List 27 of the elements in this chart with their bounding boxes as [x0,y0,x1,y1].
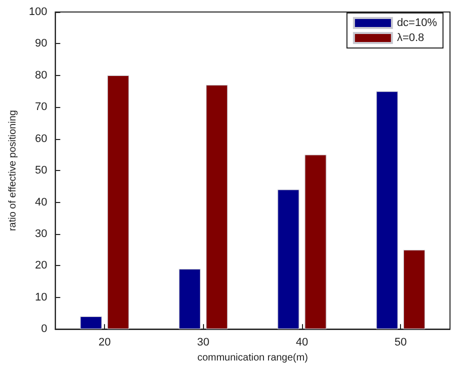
bar [403,250,426,330]
y-tick-label: 30 [35,228,48,240]
y-tick-label: 50 [35,164,48,177]
y-tick-label: 40 [35,196,48,208]
x-tick-label: 40 [296,336,308,349]
bar [278,190,300,330]
legend-label: dc=10% [396,17,438,29]
bar [206,84,228,330]
y-tick-label: 70 [35,101,48,114]
bar [107,75,130,330]
y-tick-label: 10 [35,291,48,304]
x-axis-title: communication range(m) [197,352,308,364]
y-tick-label: 100 [28,6,48,18]
bar [80,316,102,330]
x-tick-label: 50 [394,336,407,349]
bar [178,268,201,330]
x-tick-label: 20 [98,336,111,349]
y-tick-label: 20 [35,260,48,272]
bar [376,91,398,330]
bar [304,154,326,330]
legend-label: λ=0.8 [396,32,424,44]
x-tick-label: 30 [197,336,210,349]
y-axis-title: ratio of effective positioning [8,110,18,232]
y-tick-label: 60 [35,132,48,145]
y-tick-label: 0 [41,323,48,336]
y-tick-label: 80 [35,69,48,82]
y-tick-label: 90 [35,38,48,50]
